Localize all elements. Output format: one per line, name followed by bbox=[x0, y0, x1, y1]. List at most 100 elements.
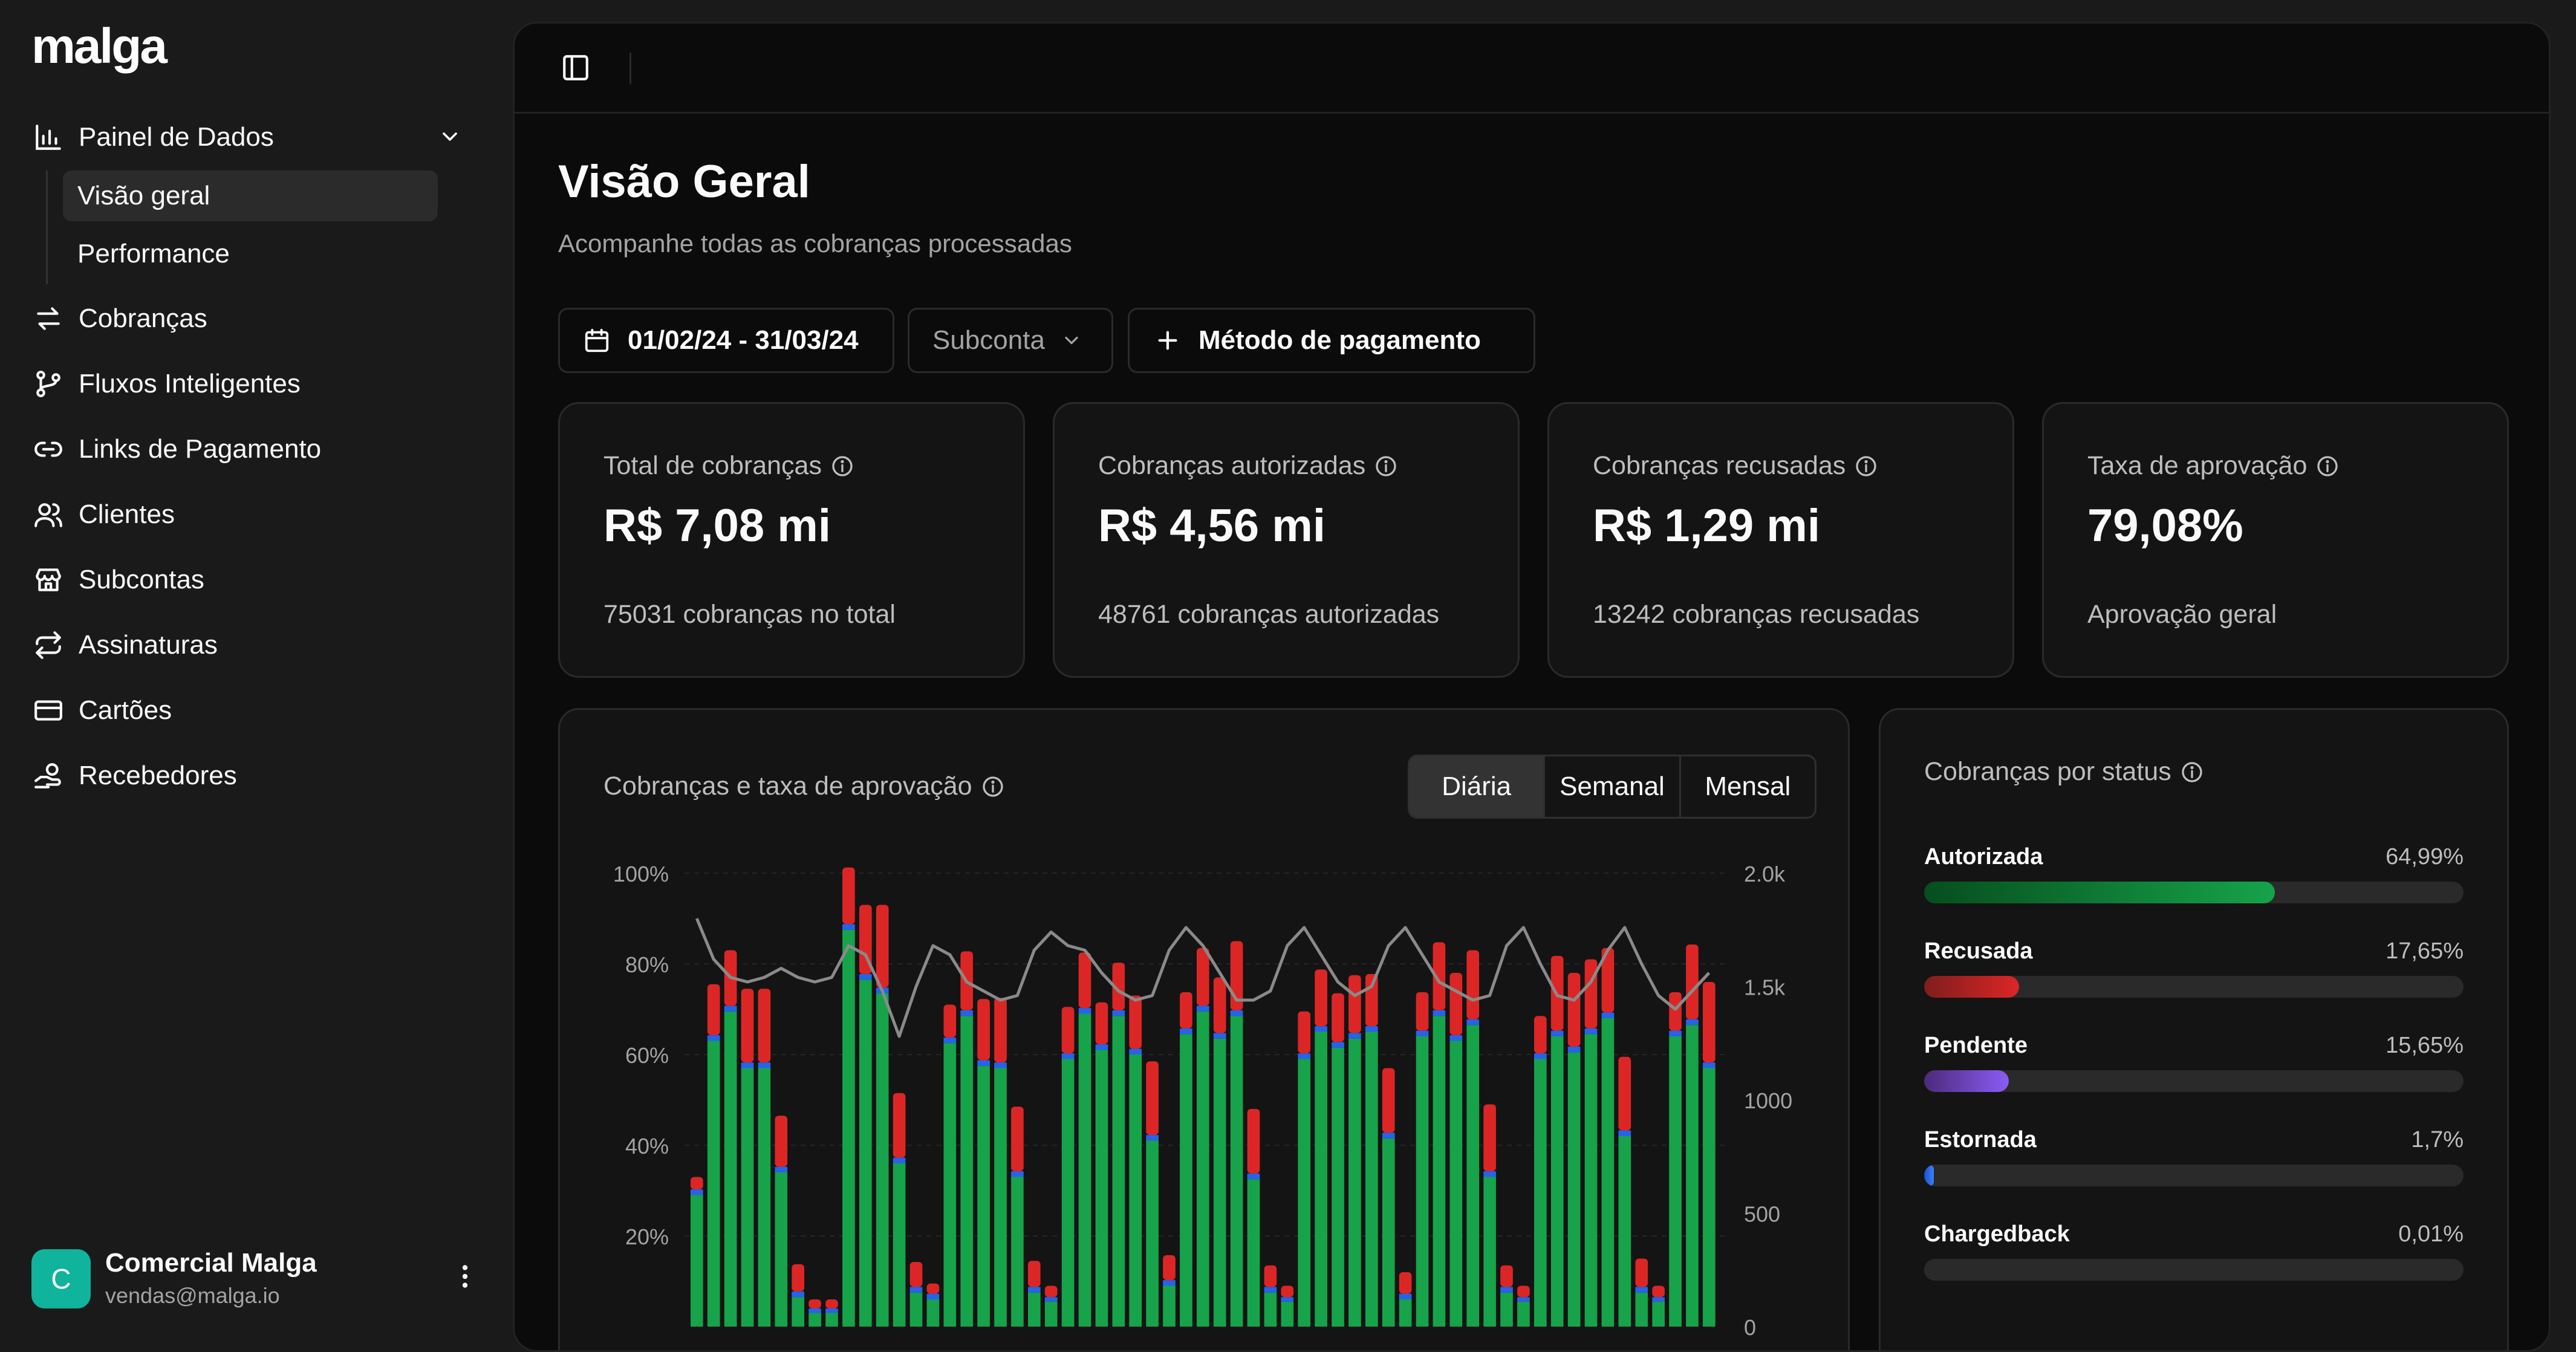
bar-refused bbox=[1129, 996, 1142, 1049]
bar-refused bbox=[910, 1262, 923, 1287]
bar-pending bbox=[724, 1006, 737, 1011]
status-progress-fill bbox=[1924, 1070, 2009, 1092]
calendar-icon bbox=[583, 327, 611, 354]
bar-pending bbox=[1113, 1010, 1125, 1016]
bar-pending bbox=[1298, 1053, 1310, 1059]
sidebar-item-links-de-pagamento[interactable]: Links de Pagamento bbox=[31, 422, 480, 476]
bar-authorized bbox=[1382, 1139, 1395, 1327]
info-icon[interactable] bbox=[1854, 454, 1878, 478]
sidebar-item-label: Clientes bbox=[79, 499, 175, 530]
status-percentage: 1,7% bbox=[2411, 1127, 2464, 1153]
right-axis-tick: 1000 bbox=[1744, 1088, 1792, 1113]
bar-pending bbox=[1534, 1053, 1547, 1059]
bar-pending bbox=[1079, 1008, 1091, 1013]
bar-refused bbox=[1163, 1255, 1176, 1280]
more-vertical-icon[interactable] bbox=[450, 1261, 480, 1292]
avatar: C bbox=[31, 1249, 91, 1308]
bar-pending bbox=[1163, 1280, 1176, 1285]
bar-refused bbox=[1096, 1003, 1108, 1044]
brand-logo[interactable]: malga bbox=[31, 18, 166, 75]
bar-pending bbox=[1517, 1297, 1530, 1302]
left-axis-tick: 80% bbox=[625, 952, 669, 977]
bar-pending bbox=[1214, 1033, 1226, 1038]
page-title: Visão Geral bbox=[558, 155, 810, 208]
bar-authorized bbox=[1466, 1025, 1479, 1327]
bar-pending bbox=[977, 1060, 990, 1065]
sidebar-item-cobrancas[interactable]: Cobranças bbox=[31, 291, 480, 346]
kpi-label: Total de cobranças bbox=[603, 451, 854, 481]
bar-pending bbox=[1382, 1133, 1395, 1138]
sidebar-item-fluxos-inteligentes[interactable]: Fluxos Inteligentes bbox=[31, 357, 480, 411]
bar-pending bbox=[960, 1010, 973, 1016]
left-axis-tick: 40% bbox=[625, 1134, 669, 1159]
info-icon[interactable] bbox=[830, 454, 854, 478]
bar-refused bbox=[1534, 1016, 1547, 1053]
bar-authorized bbox=[1146, 1141, 1159, 1327]
chevron-down-icon[interactable] bbox=[438, 125, 462, 149]
kpi-label-text: Taxa de aprovação bbox=[2087, 451, 2307, 481]
bar-authorized bbox=[1113, 1016, 1125, 1327]
user-name: Comercial Malga bbox=[105, 1248, 317, 1278]
right-axis-tick: 0 bbox=[1744, 1315, 1756, 1340]
sidebar-toggle-icon[interactable] bbox=[561, 53, 591, 83]
info-icon[interactable] bbox=[2315, 454, 2340, 478]
bar-authorized bbox=[775, 1172, 788, 1327]
bar-pending bbox=[1399, 1294, 1412, 1299]
bar-authorized bbox=[859, 980, 872, 1327]
bar-refused bbox=[1568, 973, 1581, 1047]
bar-pending bbox=[1096, 1044, 1108, 1050]
kpi-card-refused: Cobranças recusadas R$ 1,29 mi 13242 cob… bbox=[1547, 402, 2014, 678]
sidebar-item-painel-de-dados[interactable]: Painel de Dados bbox=[31, 110, 480, 164]
submenu-guide-line bbox=[46, 171, 48, 284]
date-range-button[interactable]: 01/02/24 - 31/03/24 bbox=[558, 308, 894, 373]
kpi-label-text: Cobranças autorizadas bbox=[1098, 451, 1365, 481]
bar-authorized bbox=[724, 1012, 737, 1327]
payment-method-filter-button[interactable]: Método de pagamento bbox=[1128, 308, 1535, 373]
sidebar-item-assinaturas[interactable]: Assinaturas bbox=[31, 618, 480, 672]
sidebar-subitem-visao-geral[interactable]: Visão geral bbox=[63, 171, 438, 221]
bar-pending bbox=[910, 1287, 923, 1292]
status-progress-fill bbox=[1924, 882, 2275, 903]
subaccount-placeholder: Subconta bbox=[932, 325, 1045, 356]
status-percentage: 0,01% bbox=[2398, 1221, 2464, 1247]
info-icon[interactable] bbox=[1374, 454, 1398, 478]
user-profile[interactable]: C Comercial Malga vendas@malga.io bbox=[31, 1244, 480, 1311]
info-icon[interactable] bbox=[2180, 760, 2204, 784]
sidebar-item-clientes[interactable]: Clientes bbox=[31, 487, 480, 542]
bar-authorized bbox=[927, 1299, 940, 1327]
kpi-footnote: 13242 cobranças recusadas bbox=[1593, 600, 1919, 629]
bar-refused bbox=[977, 999, 990, 1060]
bar-refused bbox=[1298, 1012, 1310, 1053]
sidebar-item-cartoes[interactable]: Cartões bbox=[31, 683, 480, 738]
status-progress-track bbox=[1924, 1070, 2464, 1092]
bar-authorized bbox=[691, 1195, 703, 1327]
bar-authorized bbox=[1214, 1039, 1226, 1327]
bar-pending bbox=[825, 1308, 838, 1313]
right-axis-tick: 1.5k bbox=[1744, 975, 1786, 1000]
bar-pending bbox=[1365, 1026, 1378, 1032]
kpi-card-authorized: Cobranças autorizadas R$ 4,56 mi 48761 c… bbox=[1053, 402, 1520, 678]
users-icon bbox=[31, 498, 65, 531]
sidebar-item-recebedores[interactable]: Recebedores bbox=[31, 749, 480, 803]
bar-pending bbox=[994, 1062, 1007, 1068]
bar-authorized bbox=[1602, 1018, 1615, 1327]
chevron-down-icon bbox=[1061, 330, 1082, 351]
bar-authorized bbox=[1669, 1036, 1682, 1327]
sidebar-subitem-performance[interactable]: Performance bbox=[63, 229, 438, 279]
sidebar-subitem-label: Visão geral bbox=[77, 181, 210, 211]
bar-pending bbox=[1028, 1287, 1041, 1292]
bar-authorized bbox=[1247, 1179, 1260, 1327]
sidebar-item-subcontas[interactable]: Subcontas bbox=[31, 553, 480, 607]
bar-authorized bbox=[1129, 1055, 1142, 1327]
bar-pending bbox=[842, 924, 855, 929]
subaccount-select[interactable]: Subconta bbox=[908, 308, 1113, 373]
bar-pending bbox=[1348, 1033, 1361, 1038]
bar-refused bbox=[1703, 982, 1716, 1062]
status-progress-fill bbox=[1924, 1165, 1934, 1186]
bar-refused bbox=[1686, 944, 1699, 1019]
bar-refused bbox=[1635, 1259, 1648, 1287]
right-axis-tick: 2.0k bbox=[1744, 862, 1786, 886]
bar-authorized bbox=[1011, 1177, 1024, 1327]
bar-authorized bbox=[842, 930, 855, 1327]
